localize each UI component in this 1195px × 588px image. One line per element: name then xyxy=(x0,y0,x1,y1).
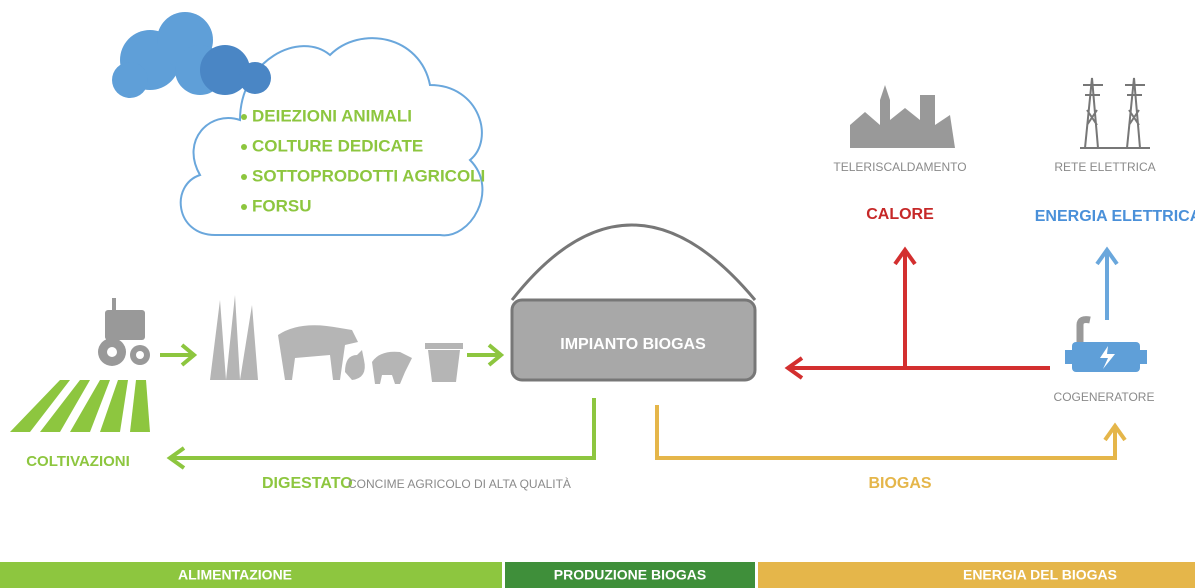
bullets xyxy=(241,114,247,210)
footer-label: ENERGIA DEL BIOGAS xyxy=(963,567,1117,583)
crops-label: COLTIVAZIONI xyxy=(26,453,130,470)
footer-section xyxy=(0,562,502,588)
biogas-label: BIOGAS xyxy=(868,475,931,492)
digester-dome xyxy=(510,223,757,301)
digestate-note: CONCIME AGRICOLO DI ALTA QUALITÀ xyxy=(348,476,571,491)
feedstock-icons xyxy=(210,295,463,384)
digestate-flow xyxy=(166,398,596,470)
heat-label: CALORE xyxy=(866,206,934,223)
feedstock-item: FORSU xyxy=(252,196,312,215)
power-flow xyxy=(1095,246,1119,320)
village-icon xyxy=(850,85,955,148)
plant-label: IMPIANTO BIOGAS xyxy=(560,336,706,353)
tractor-icon xyxy=(98,298,150,366)
cogenerator-label: COGENERATORE xyxy=(1054,390,1155,404)
cloud-outline xyxy=(179,37,484,237)
footer-label: PRODUZIONE BIOGAS xyxy=(554,567,706,583)
power-label: ENERGIA ELETTRICA xyxy=(1035,208,1195,225)
field-icon xyxy=(10,380,150,432)
heat-flow xyxy=(784,246,1050,380)
blue-clouds xyxy=(112,12,271,98)
feedstock-item: DEIEZIONI ANIMALI xyxy=(252,106,412,125)
tower-icon xyxy=(1080,77,1150,149)
power-source-label: RETE ELETTRICA xyxy=(1054,160,1155,174)
feedstock-item: SOTTOPRODOTTI AGRICOLI xyxy=(252,166,485,185)
feed-arrows xyxy=(160,343,505,367)
heat-source-label: TELERISCALDAMENTO xyxy=(833,160,966,174)
footer-section xyxy=(758,562,1195,588)
biogas-flow xyxy=(655,405,1127,460)
footer-label: ALIMENTAZIONE xyxy=(178,567,292,583)
digester-body xyxy=(510,298,757,382)
digestate-label: DIGESTATO xyxy=(262,475,353,492)
cogenerator-icon xyxy=(1065,316,1147,372)
footer-section xyxy=(505,562,755,588)
feedstock-item: COLTURE DEDICATE xyxy=(252,136,423,155)
